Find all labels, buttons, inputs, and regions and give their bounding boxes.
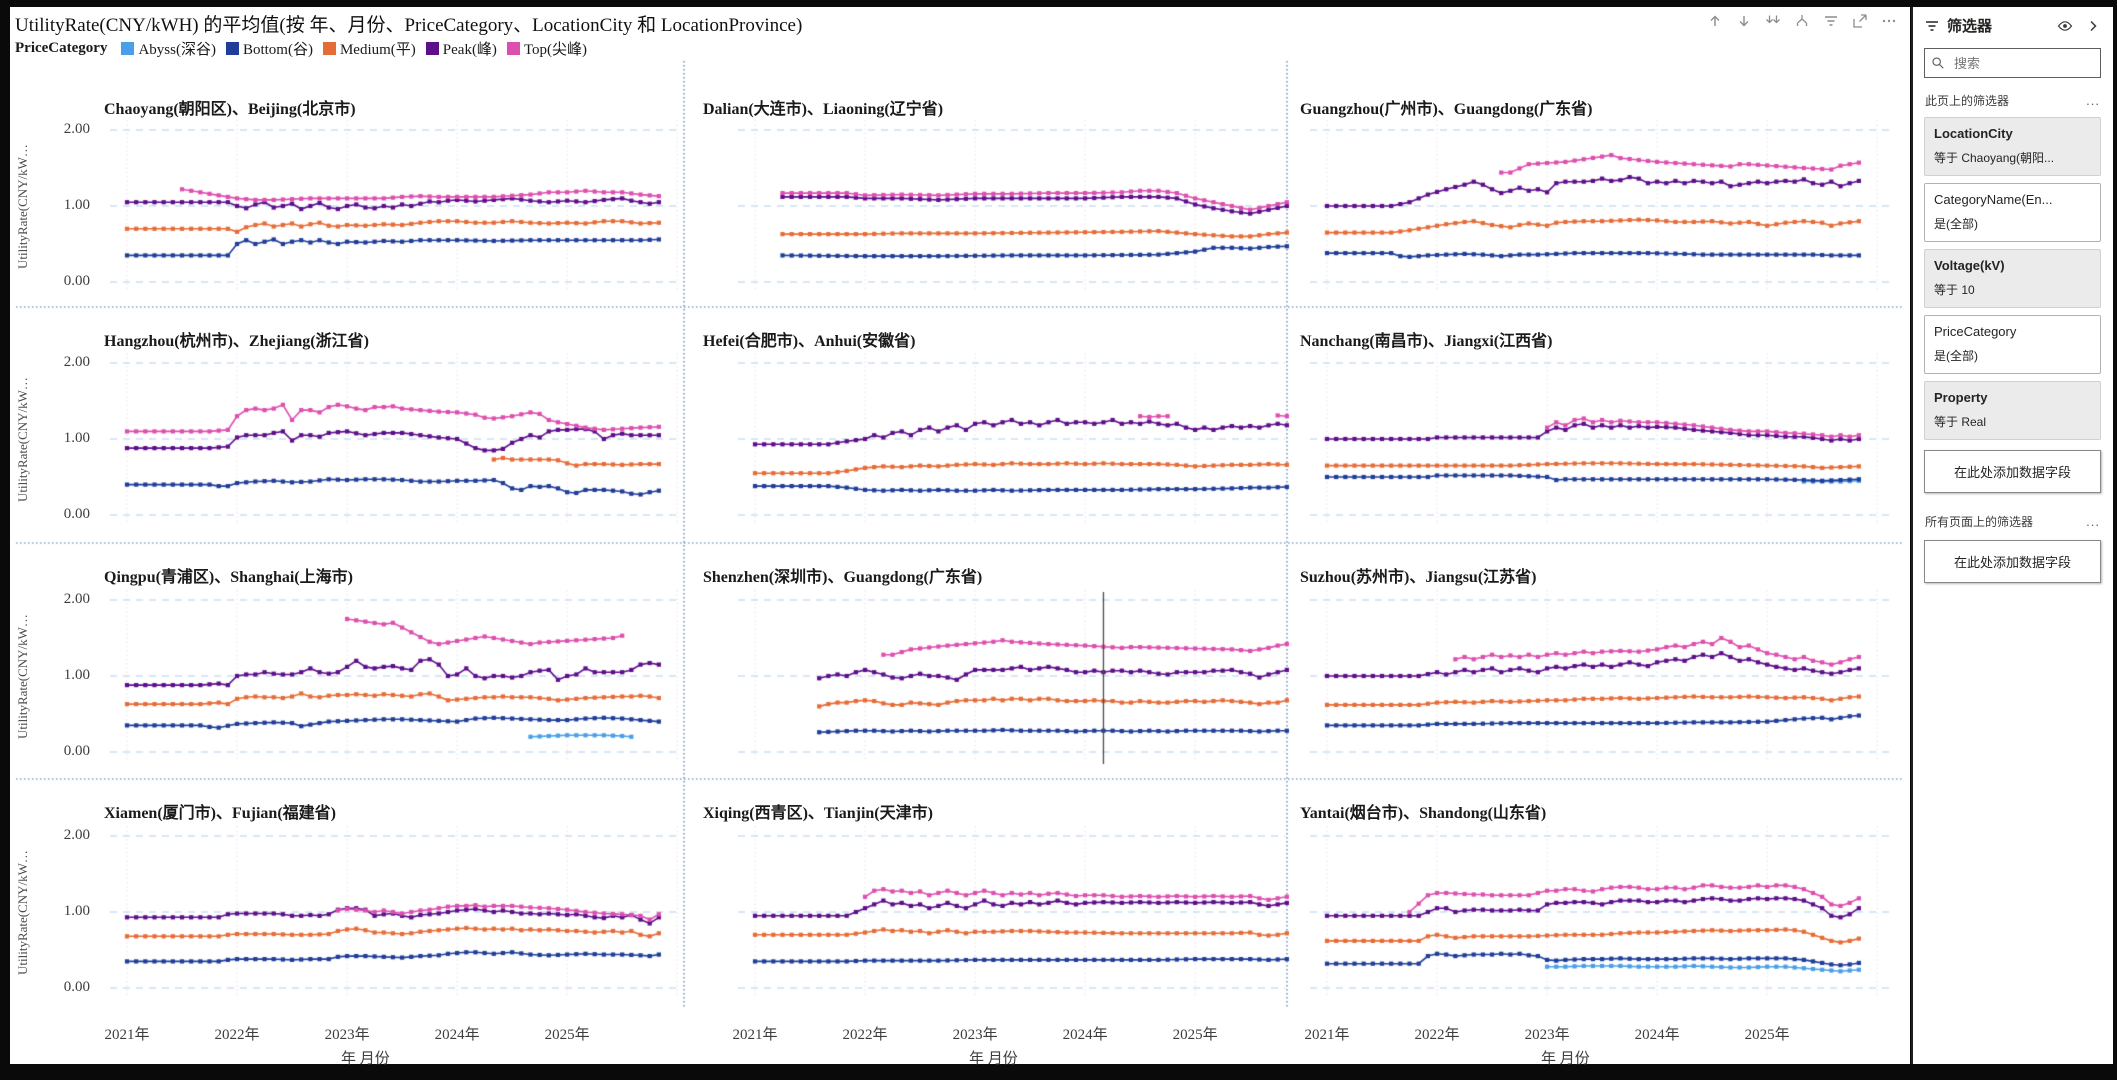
filter-card-name: LocationCity bbox=[1934, 126, 2013, 141]
filter-pane-header: 筛选器 bbox=[1924, 15, 2101, 36]
filter-card-name: Voltage(kV) bbox=[1934, 258, 2005, 273]
filter-card-name: PriceCategory bbox=[1934, 324, 2017, 339]
filter-card-name: Property bbox=[1934, 390, 1988, 405]
filter-card-pricecategory[interactable]: PriceCategory 是(全部) bbox=[1924, 315, 2101, 374]
filters-on-all-pages-section: 所有页面上的筛选器 ... bbox=[1925, 513, 2100, 530]
filter-card-categoryname[interactable]: CategoryName(En... 是(全部) bbox=[1924, 183, 2101, 242]
search-input[interactable] bbox=[1952, 54, 2094, 72]
filters-on-all-pages-label: 所有页面上的筛选器 bbox=[1925, 515, 2034, 529]
filter-card-voltage[interactable]: Voltage(kV) 等于 10 bbox=[1924, 249, 2101, 308]
search-box[interactable] bbox=[1924, 48, 2101, 78]
filters-on-page-label: 此页上的筛选器 bbox=[1925, 94, 2010, 108]
report-page: UtilityRate(CNY/kWH) 的平均值(按 年、月份、PriceCa… bbox=[10, 7, 1910, 1067]
filter-card-property[interactable]: Property 等于 Real bbox=[1924, 381, 2101, 440]
section-more-options-icon[interactable]: ... bbox=[2086, 93, 2100, 108]
filter-card-condition: 是(全部) bbox=[1934, 217, 1978, 231]
filter-card-locationcity[interactable]: LocationCity 等于 Chaoyang(朝阳... bbox=[1924, 117, 2101, 176]
filter-pane-title: 筛选器 bbox=[1947, 18, 1993, 35]
chevron-right-icon[interactable] bbox=[2085, 18, 2101, 34]
filter-card-condition: 等于 Real bbox=[1934, 415, 1987, 429]
search-icon bbox=[1931, 56, 1945, 70]
filter-pane: 筛选器 此页上的筛选器 ... LocationCity 等于 Chaoyang… bbox=[1911, 7, 2113, 1064]
filters-on-page-section: 此页上的筛选器 ... bbox=[1925, 92, 2100, 109]
add-data-fields-dropzone-page[interactable]: 在此处添加数据字段 bbox=[1924, 450, 2101, 493]
eye-icon[interactable] bbox=[2057, 18, 2073, 34]
filter-card-name: CategoryName(En... bbox=[1934, 192, 2053, 207]
filter-card-condition: 等于 Chaoyang(朝阳... bbox=[1934, 151, 2055, 165]
small-multiples-chart[interactable] bbox=[10, 7, 1910, 1064]
filter-card-condition: 是(全部) bbox=[1934, 349, 1978, 363]
section-more-options-icon[interactable]: ... bbox=[2086, 514, 2100, 529]
filters-funnel-icon bbox=[1924, 18, 1940, 34]
filter-card-condition: 等于 10 bbox=[1934, 283, 1975, 297]
add-data-fields-dropzone-all[interactable]: 在此处添加数据字段 bbox=[1924, 540, 2101, 583]
